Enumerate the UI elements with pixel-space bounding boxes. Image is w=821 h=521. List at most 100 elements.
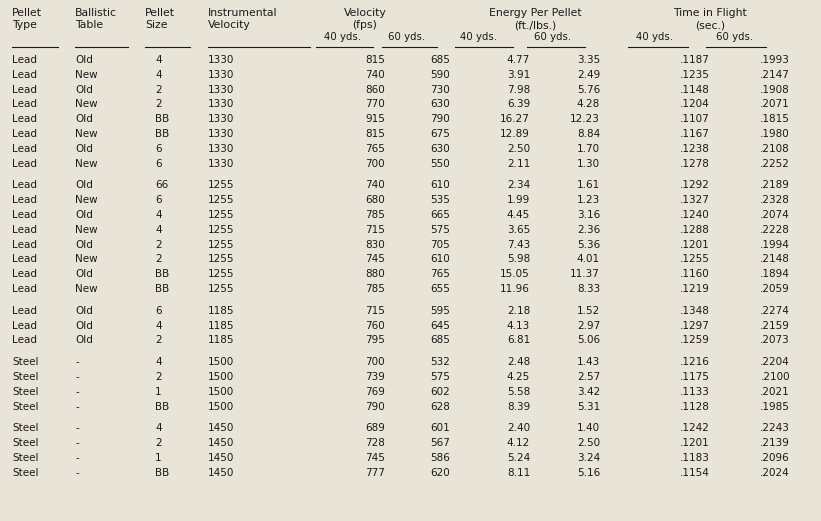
Text: -: - [75, 402, 79, 412]
Text: 2: 2 [155, 240, 162, 250]
Text: 1450: 1450 [208, 453, 234, 463]
Text: .2074: .2074 [760, 210, 790, 220]
Text: Old: Old [75, 240, 93, 250]
Text: .1288: .1288 [680, 225, 710, 235]
Text: .1219: .1219 [680, 284, 710, 294]
Text: 575: 575 [430, 372, 450, 382]
Text: 3.24: 3.24 [576, 453, 600, 463]
Text: New: New [75, 284, 98, 294]
Text: .2204: .2204 [760, 357, 790, 367]
Text: .1216: .1216 [680, 357, 710, 367]
Text: 628: 628 [430, 402, 450, 412]
Text: Instrumental: Instrumental [208, 8, 277, 18]
Text: 8.33: 8.33 [576, 284, 600, 294]
Text: 11.96: 11.96 [500, 284, 530, 294]
Text: 745: 745 [365, 453, 385, 463]
Text: 2.40: 2.40 [507, 424, 530, 433]
Text: 4: 4 [155, 55, 162, 65]
Text: Lead: Lead [12, 55, 37, 65]
Text: 575: 575 [430, 225, 450, 235]
Text: 5.31: 5.31 [576, 402, 600, 412]
Text: 665: 665 [430, 210, 450, 220]
Text: 2.34: 2.34 [507, 180, 530, 190]
Text: New: New [75, 195, 98, 205]
Text: .1815: .1815 [760, 114, 790, 124]
Text: .2228: .2228 [760, 225, 790, 235]
Text: 1255: 1255 [208, 195, 235, 205]
Text: .1994: .1994 [760, 240, 790, 250]
Text: (sec.): (sec.) [695, 20, 725, 30]
Text: New: New [75, 100, 98, 109]
Text: 4.01: 4.01 [577, 254, 600, 264]
Text: Steel: Steel [12, 372, 39, 382]
Text: 765: 765 [365, 144, 385, 154]
Text: .2059: .2059 [760, 284, 790, 294]
Text: 4.12: 4.12 [507, 438, 530, 448]
Text: 601: 601 [430, 424, 450, 433]
Text: 3.42: 3.42 [576, 387, 600, 397]
Text: .2021: .2021 [760, 387, 790, 397]
Text: 4: 4 [155, 320, 162, 331]
Text: 1185: 1185 [208, 336, 235, 345]
Text: Old: Old [75, 336, 93, 345]
Text: Lead: Lead [12, 84, 37, 95]
Text: 1500: 1500 [208, 387, 234, 397]
Text: 60 yds.: 60 yds. [717, 32, 754, 42]
Text: 586: 586 [430, 453, 450, 463]
Text: 1500: 1500 [208, 357, 234, 367]
Text: .1242: .1242 [680, 424, 710, 433]
Text: Steel: Steel [12, 438, 39, 448]
Text: 550: 550 [430, 158, 450, 169]
Text: 2.57: 2.57 [576, 372, 600, 382]
Text: 705: 705 [430, 240, 450, 250]
Text: -: - [75, 468, 79, 478]
Text: 620: 620 [430, 468, 450, 478]
Text: 815: 815 [365, 55, 385, 65]
Text: 830: 830 [365, 240, 385, 250]
Text: 532: 532 [430, 357, 450, 367]
Text: .1259: .1259 [680, 336, 710, 345]
Text: 655: 655 [430, 284, 450, 294]
Text: Steel: Steel [12, 424, 39, 433]
Text: .2024: .2024 [760, 468, 790, 478]
Text: 6: 6 [155, 195, 162, 205]
Text: 2: 2 [155, 438, 162, 448]
Text: 1330: 1330 [208, 158, 234, 169]
Text: 1.40: 1.40 [577, 424, 600, 433]
Text: 1.52: 1.52 [576, 306, 600, 316]
Text: 1.43: 1.43 [576, 357, 600, 367]
Text: 6: 6 [155, 144, 162, 154]
Text: Lead: Lead [12, 284, 37, 294]
Text: .2147: .2147 [760, 70, 790, 80]
Text: 40 yds.: 40 yds. [460, 32, 497, 42]
Text: New: New [75, 70, 98, 80]
Text: 15.05: 15.05 [500, 269, 530, 279]
Text: .1167: .1167 [680, 129, 710, 139]
Text: Pellet: Pellet [12, 8, 42, 18]
Text: Lead: Lead [12, 144, 37, 154]
Text: 4.28: 4.28 [576, 100, 600, 109]
Text: New: New [75, 129, 98, 139]
Text: .1133: .1133 [680, 387, 710, 397]
Text: 685: 685 [430, 336, 450, 345]
Text: 4.25: 4.25 [507, 372, 530, 382]
Text: 1.30: 1.30 [577, 158, 600, 169]
Text: 1330: 1330 [208, 129, 234, 139]
Text: Lead: Lead [12, 129, 37, 139]
Text: New: New [75, 225, 98, 235]
Text: 730: 730 [430, 84, 450, 95]
Text: 535: 535 [430, 195, 450, 205]
Text: 8.84: 8.84 [576, 129, 600, 139]
Text: Steel: Steel [12, 453, 39, 463]
Text: 795: 795 [365, 336, 385, 345]
Text: .1980: .1980 [760, 129, 790, 139]
Text: .2328: .2328 [760, 195, 790, 205]
Text: 790: 790 [365, 402, 385, 412]
Text: 12.89: 12.89 [500, 129, 530, 139]
Text: Lead: Lead [12, 180, 37, 190]
Text: 1450: 1450 [208, 438, 234, 448]
Text: New: New [75, 254, 98, 264]
Text: 7.43: 7.43 [507, 240, 530, 250]
Text: .1160: .1160 [681, 269, 710, 279]
Text: .1235: .1235 [680, 70, 710, 80]
